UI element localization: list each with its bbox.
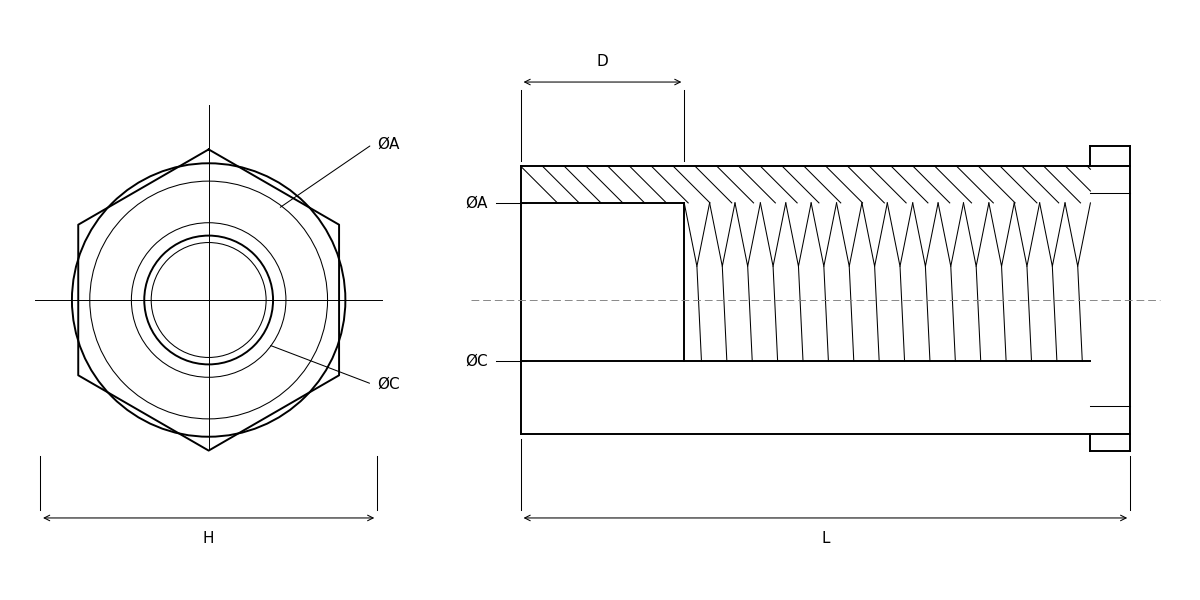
Text: D: D — [596, 54, 608, 69]
Text: L: L — [821, 531, 829, 546]
Text: H: H — [203, 531, 215, 546]
Text: ØA: ØA — [377, 137, 400, 152]
Text: ØC: ØC — [377, 377, 400, 392]
Text: ØC: ØC — [466, 354, 488, 369]
Text: ØA: ØA — [466, 196, 488, 211]
